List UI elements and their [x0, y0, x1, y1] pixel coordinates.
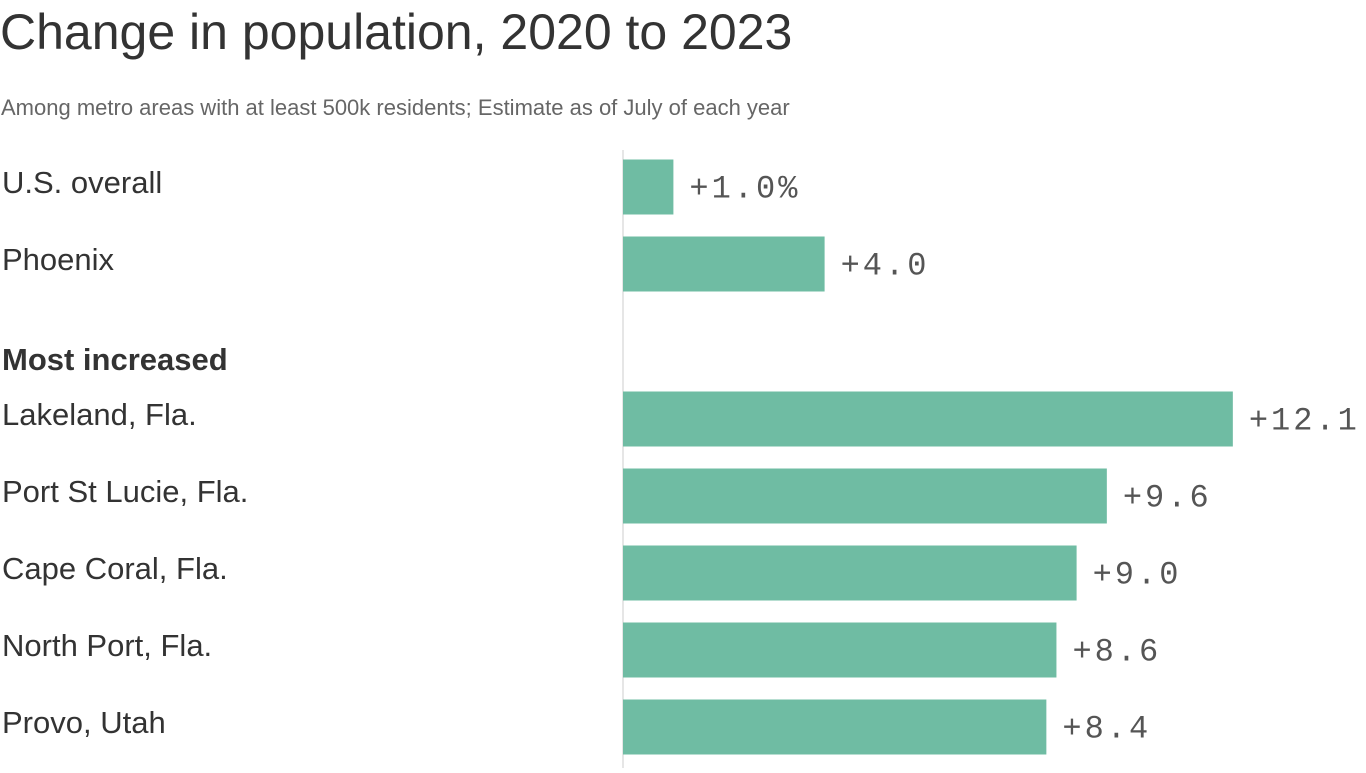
bar [623, 699, 1047, 755]
value-label: +4.0 [841, 247, 930, 284]
category-label: Phoenix [2, 242, 115, 277]
bar [623, 236, 825, 292]
bar [623, 159, 674, 215]
category-label: Lakeland, Fla. [2, 397, 197, 432]
category-label: North Port, Fla. [2, 628, 212, 663]
value-label: +9.0 [1093, 556, 1182, 593]
bar [623, 622, 1057, 678]
value-label: +9.6 [1123, 479, 1212, 516]
category-label: U.S. overall [2, 165, 162, 200]
chart-title: Change in population, 2020 to 2023 [0, 4, 792, 60]
category-label: Cape Coral, Fla. [2, 551, 228, 586]
category-label: Port St Lucie, Fla. [2, 474, 248, 509]
value-label: +12.1 [1249, 402, 1360, 439]
bar [623, 468, 1107, 524]
bar [623, 545, 1077, 601]
value-label: +1.0% [689, 170, 800, 207]
bar [623, 391, 1233, 447]
chart-subtitle: Among metro areas with at least 500k res… [1, 95, 790, 120]
category-label: Provo, Utah [2, 705, 166, 740]
value-label: +8.4 [1062, 710, 1151, 747]
group-label: Most increased [2, 342, 228, 377]
value-label: +8.6 [1072, 633, 1161, 670]
